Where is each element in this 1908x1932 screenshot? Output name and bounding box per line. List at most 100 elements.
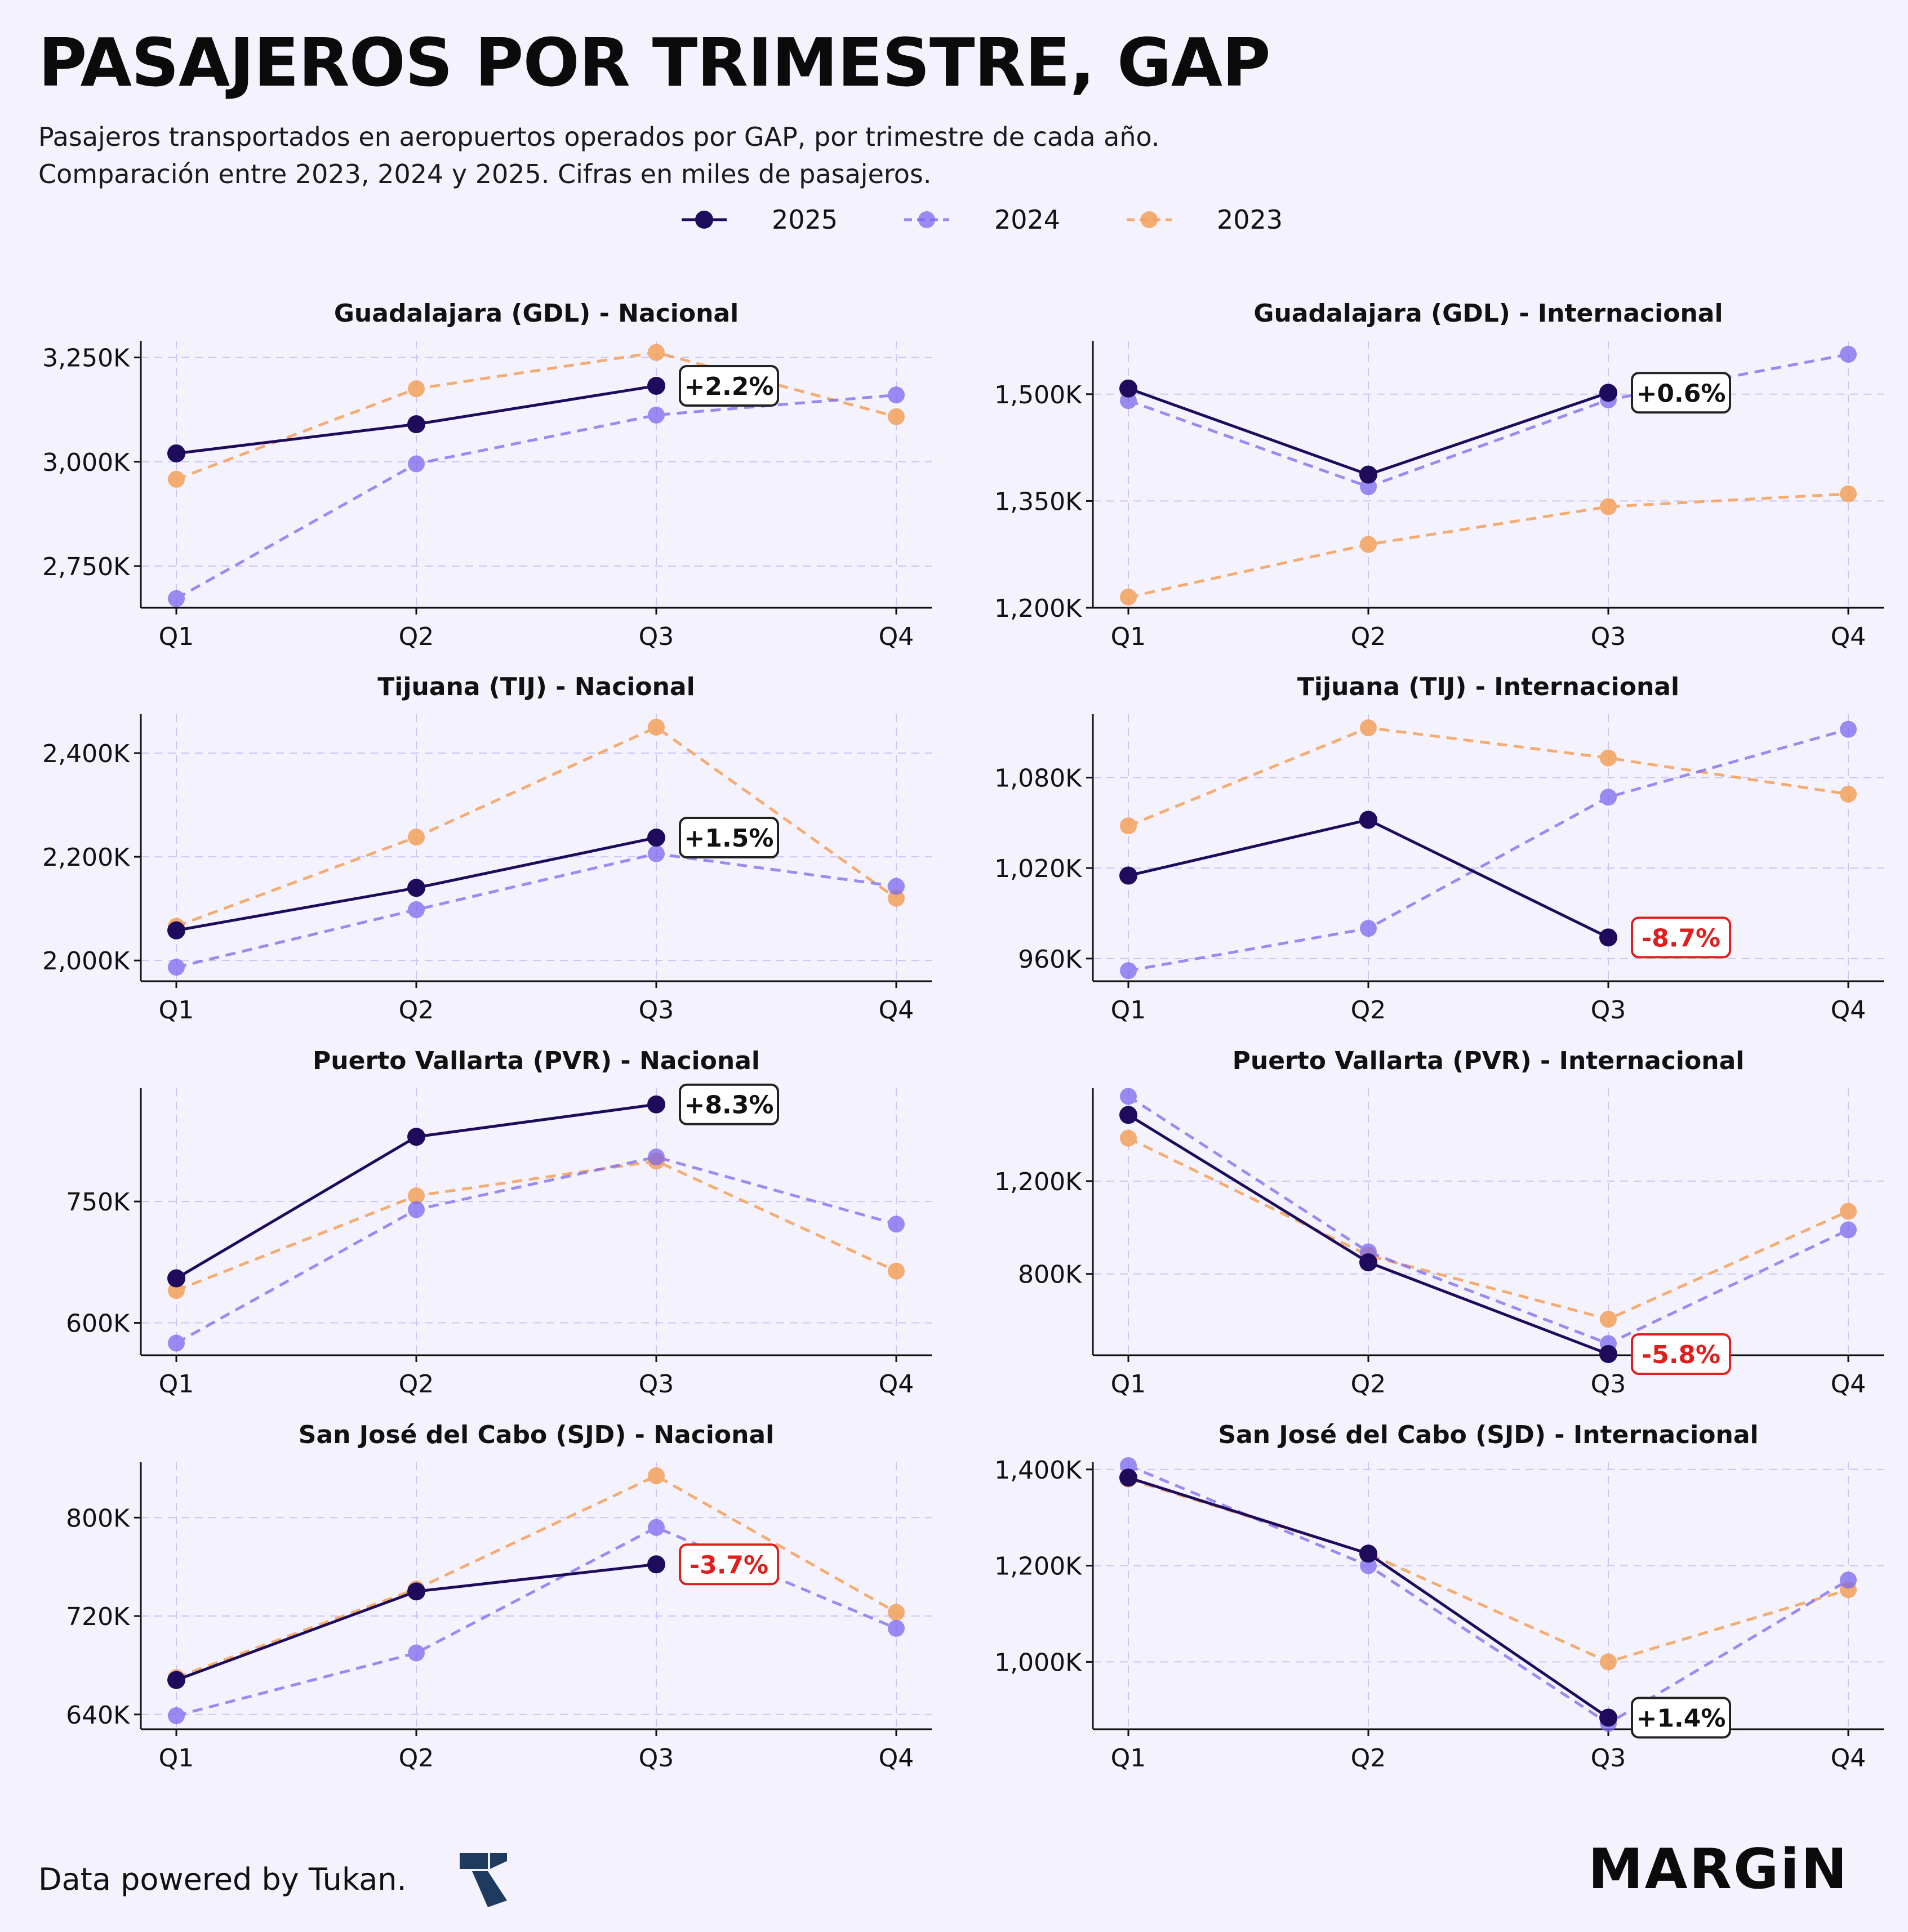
series-2024 <box>168 1148 905 1352</box>
annotation-text: +1.5% <box>684 824 774 853</box>
y-tick-label: 1,080K <box>994 764 1082 793</box>
series-2025 <box>1119 379 1617 484</box>
data-point-2024 <box>168 1334 185 1352</box>
change-annotation: +0.6% <box>1631 372 1731 414</box>
annotation-box <box>679 817 779 859</box>
series-2024 <box>168 845 905 976</box>
change-annotation: +1.4% <box>1631 1697 1731 1739</box>
x-tick-label: Q4 <box>879 1370 914 1399</box>
x-tick-label: Q2 <box>1351 1370 1386 1399</box>
annotation-text: -5.8% <box>1642 1341 1720 1369</box>
y-tick-label: 720K <box>66 1602 130 1631</box>
data-point-2024 <box>888 1216 905 1233</box>
data-point-2023 <box>648 344 665 361</box>
data-point-2024 <box>408 1201 425 1218</box>
chart-panel-5: Puerto Vallarta (PVR) - Nacional 600K 750K… <box>66 1047 932 1399</box>
chart-title: Puerto Vallarta (PVR) - Internacional <box>1233 1047 1745 1075</box>
data-point-2025 <box>407 415 425 434</box>
y-tick-label: 3,250K <box>42 344 130 373</box>
data-point-2024 <box>648 1148 665 1166</box>
x-tick-label: Q4 <box>1831 996 1866 1025</box>
x-tick-label: Q2 <box>1351 996 1386 1025</box>
annotation-text: +1.4% <box>1636 1704 1726 1733</box>
data-point-2025 <box>647 829 665 847</box>
series-line-2024 <box>1128 1464 1849 1725</box>
data-point-2025 <box>1359 1544 1377 1563</box>
y-tick-label: 2,200K <box>42 843 130 872</box>
x-tick-label: Q3 <box>1591 1370 1626 1399</box>
series-2023 <box>1120 485 1857 606</box>
data-point-2024 <box>168 590 185 607</box>
y-tick-label: 800K <box>1018 1261 1082 1289</box>
data-point-2024 <box>1840 720 1857 738</box>
data-point-2025 <box>647 376 665 395</box>
annotation-text: +2.2% <box>684 372 774 401</box>
series-2024 <box>168 1519 905 1724</box>
x-tick-label: Q3 <box>639 1370 674 1399</box>
data-point-2025 <box>1359 1253 1377 1272</box>
chart-panel-7: San José del Cabo (SJD) - Nacional 640K 72… <box>66 1421 932 1773</box>
data-point-2023 <box>1840 785 1857 803</box>
chart-title: San José del Cabo (SJD) - Nacional <box>299 1421 774 1449</box>
series-line-2023 <box>176 725 897 928</box>
data-point-2023 <box>408 380 425 398</box>
change-annotation: +1.5% <box>679 817 779 859</box>
series-2024 <box>1120 720 1857 980</box>
data-point-2025 <box>1119 379 1137 398</box>
annotation-text: +8.3% <box>684 1091 774 1120</box>
series-2025 <box>167 1555 665 1689</box>
data-point-2024 <box>168 1707 185 1724</box>
series-2023 <box>168 719 905 935</box>
chart-title: San José del Cabo (SJD) - Internacional <box>1218 1421 1758 1449</box>
data-point-2025 <box>1119 866 1137 885</box>
data-point-2025 <box>407 879 425 897</box>
series-line-2024 <box>176 852 897 969</box>
data-point-2023 <box>648 719 665 736</box>
margin-brand-logo: MARGiN <box>1588 1837 1849 1902</box>
data-point-2024 <box>1840 1572 1857 1589</box>
series-2025 <box>167 376 665 462</box>
y-tick-label: 800K <box>66 1504 130 1533</box>
legend-label-2024: 2024 <box>994 204 1060 235</box>
data-point-2024 <box>168 959 185 976</box>
data-point-2025 <box>167 444 185 462</box>
legend-label-2025: 2025 <box>772 204 838 235</box>
data-point-2024 <box>1120 962 1137 980</box>
series-2025 <box>1119 1106 1617 1363</box>
data-point-2025 <box>1599 928 1617 947</box>
chart-panel-4: Tijuana (TIJ) - Internacional 960K 1,020K 1… <box>994 673 1884 1025</box>
data-point-2025 <box>1119 1106 1137 1124</box>
change-annotation: +8.3% <box>679 1083 779 1125</box>
data-point-2023 <box>888 1604 905 1621</box>
x-tick-label: Q3 <box>639 996 674 1025</box>
x-tick-label: Q2 <box>1351 1744 1386 1773</box>
data-point-2023 <box>1120 589 1137 606</box>
data-point-2024 <box>1840 346 1857 363</box>
page-title: PASAJEROS POR TRIMESTRE, GAP <box>38 24 1271 101</box>
y-tick-label: 1,350K <box>994 487 1082 516</box>
y-tick-label: 1,200K <box>994 1168 1082 1196</box>
data-point-2025 <box>647 1095 665 1114</box>
data-point-2023 <box>888 889 905 907</box>
y-tick-label: 3,000K <box>42 448 130 477</box>
data-point-2025 <box>167 921 185 940</box>
annotation-box <box>1631 372 1731 414</box>
data-point-2023 <box>1840 1203 1857 1220</box>
chart-title: Tijuana (TIJ) - Internacional <box>1297 673 1679 701</box>
data-point-2025 <box>1359 811 1377 829</box>
y-tick-label: 1,200K <box>994 1552 1082 1581</box>
annotation-box <box>679 1083 779 1125</box>
y-tick-label: 750K <box>66 1188 130 1217</box>
x-tick-label: Q2 <box>399 1370 434 1399</box>
series-line-2023 <box>1127 1137 1849 1321</box>
annotation-box <box>679 364 779 407</box>
chart-panel-6: Puerto Vallarta (PVR) - Internacional 800… <box>994 1047 1884 1399</box>
annotation-box <box>1631 1697 1731 1739</box>
x-tick-label: Q3 <box>639 622 674 651</box>
x-tick-label: Q4 <box>879 996 914 1025</box>
x-tick-label: Q2 <box>399 996 434 1025</box>
x-tick-label: Q4 <box>879 622 914 651</box>
page-subtitle: Pasajeros transportados en aeropuertos o… <box>38 118 1159 193</box>
series-2024 <box>1120 1088 1857 1352</box>
data-point-2024 <box>648 406 665 424</box>
